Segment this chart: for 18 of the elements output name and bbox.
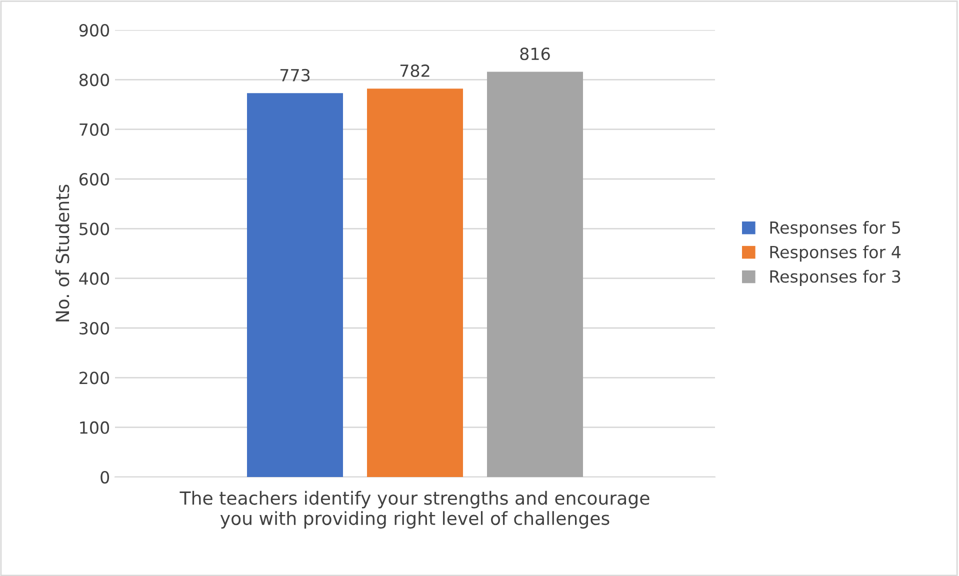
x-tick-label: The teachers identify your strengths and encourage you with providing right level of challenges bbox=[180, 490, 650, 529]
data-label: 782 bbox=[400, 64, 430, 78]
data-label: 816 bbox=[520, 48, 550, 60]
legend-label: Responses for 5 bbox=[770, 220, 900, 238]
y-tick-label: 600 bbox=[79, 172, 110, 186]
y-tick-label: 300 bbox=[80, 322, 110, 335]
y-tick-label: 500 bbox=[80, 222, 110, 236]
y-tick-label: 0 bbox=[100, 470, 110, 484]
y-tick-label: 800 bbox=[79, 74, 110, 86]
y-tick-label: 100 bbox=[80, 421, 110, 434]
y-tick-label: 200 bbox=[80, 372, 110, 384]
legend-label: Responses for 3 bbox=[770, 270, 900, 286]
y-axis-title: No. of Students bbox=[55, 184, 70, 322]
legend-label: Responses for 4 bbox=[770, 245, 901, 262]
y-tick-label: 400 bbox=[79, 272, 110, 285]
y-tick-label: 900 bbox=[79, 24, 110, 37]
data-label: 773 bbox=[280, 68, 310, 82]
y-tick-label: 700 bbox=[80, 123, 110, 136]
